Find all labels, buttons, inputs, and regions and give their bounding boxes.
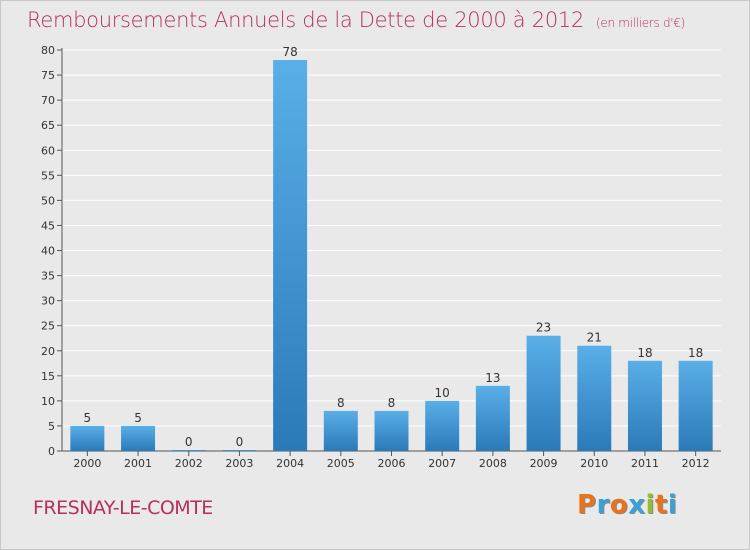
x-tick-label-2007: 2007: [428, 457, 456, 470]
x-tick-label-2009: 2009: [530, 457, 558, 470]
bars: [70, 60, 713, 452]
bar-2002: [171, 450, 206, 451]
x-tick-label-2010: 2010: [580, 457, 608, 470]
value-label-2006: 8: [388, 396, 396, 410]
grid-lines: [62, 49, 721, 427]
y-tick-label: 25: [41, 320, 55, 333]
x-tick-label-2002: 2002: [175, 457, 203, 470]
y-tick-label: 0: [48, 445, 55, 458]
y-tick-label: 55: [41, 169, 55, 182]
value-label-2011: 18: [637, 346, 652, 360]
value-label-2003: 0: [236, 435, 244, 449]
y-tick-label: 35: [41, 270, 55, 283]
bar-2003: [222, 450, 257, 451]
x-tick-label-2004: 2004: [276, 457, 304, 470]
commune-name: FRESNAY-LE-COMTE: [33, 497, 213, 519]
value-label-2005: 8: [337, 396, 345, 410]
value-label-2000: 5: [84, 411, 92, 425]
logo-letter: P: [577, 490, 597, 520]
logo-letter: i: [667, 490, 678, 520]
y-tick-label: 45: [41, 219, 55, 232]
value-label-2001: 5: [134, 411, 142, 425]
bar-2006: [374, 410, 409, 451]
logo-letter: x: [628, 490, 646, 520]
value-label-2012: 18: [688, 346, 703, 360]
logo-letter: i: [645, 490, 655, 520]
x-tick-label-2011: 2011: [631, 457, 659, 470]
chart-subtitle: (en milliers d'€): [596, 16, 686, 30]
value-label-2008: 13: [485, 371, 500, 385]
labels: 5 2000 5 2001 0 2002 0 2003 78 2004 8 2005 8 2006 10 20…: [73, 45, 709, 470]
value-label-2002: 0: [185, 435, 193, 449]
value-label-2004: 78: [282, 45, 297, 59]
logo-letter: r: [596, 490, 610, 520]
x-tick-label-2001: 2001: [124, 457, 152, 470]
value-label-2007: 10: [435, 386, 450, 400]
y-tick-label: 75: [41, 69, 55, 82]
bar-2000: [70, 425, 105, 451]
chart-title-text: Remboursements Annuels de la Dette de 20…: [27, 8, 584, 32]
y-tick-label: 60: [41, 144, 55, 157]
bar-2007: [425, 400, 460, 451]
y-tick-label: 80: [41, 44, 55, 57]
y-tick-label: 20: [41, 345, 55, 358]
y-tick-label: 50: [41, 194, 55, 207]
x-tick-label-2012: 2012: [682, 457, 710, 470]
value-label-2010: 21: [587, 331, 602, 345]
bar-2008: [475, 385, 510, 451]
y-tick-label: 40: [41, 245, 55, 258]
bar-2004: [273, 60, 308, 452]
y-tick-label: 15: [41, 370, 55, 383]
y-tick-label: 70: [41, 94, 55, 107]
y-tick-label: 65: [41, 119, 55, 132]
logo-letter: o: [609, 490, 629, 520]
x-tick-label-2006: 2006: [378, 457, 406, 470]
x-tick-label-2000: 2000: [73, 457, 101, 470]
chart-title: Remboursements Annuels de la Dette de 20…: [27, 8, 685, 32]
bar-2005: [323, 410, 358, 451]
bar-2001: [121, 425, 156, 451]
value-label-2009: 23: [536, 321, 551, 335]
bar-2012: [678, 360, 713, 451]
y-tick-label: 5: [48, 420, 55, 433]
bar-2009: [526, 335, 561, 451]
x-tick-label-2008: 2008: [479, 457, 507, 470]
bar-2011: [627, 360, 662, 451]
y-tick-label: 10: [41, 395, 55, 408]
logo-letter: t: [654, 490, 668, 520]
x-tick-label-2003: 2003: [225, 457, 253, 470]
x-tick-label-2005: 2005: [327, 457, 355, 470]
proxiti-logo: Proxiti: [577, 490, 677, 520]
y-tick-label: 30: [41, 295, 55, 308]
bar-2010: [577, 345, 612, 451]
